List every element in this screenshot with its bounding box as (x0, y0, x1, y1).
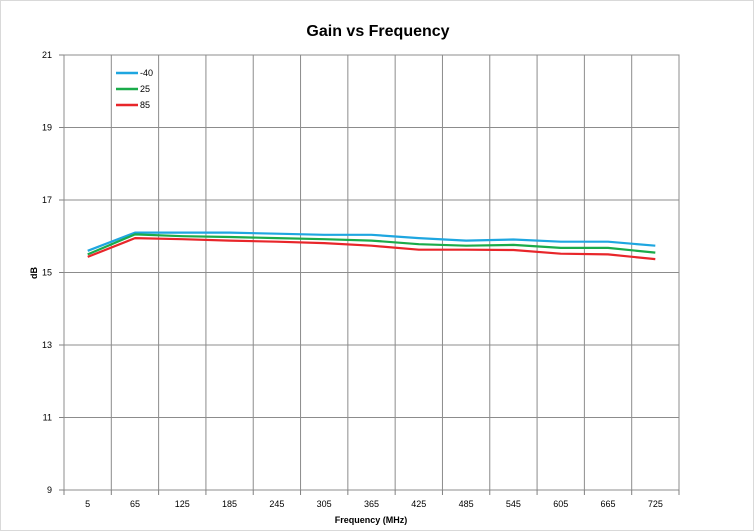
x-tick-label: 65 (130, 499, 140, 509)
x-tick-label: 125 (175, 499, 190, 509)
legend-label: 25 (140, 84, 150, 94)
x-tick-label: 485 (459, 499, 474, 509)
legend-label: -40 (140, 68, 153, 78)
x-tick-label: 425 (411, 499, 426, 509)
y-tick-label: 17 (42, 195, 52, 205)
series-line (87, 231, 656, 252)
x-tick-label: 725 (648, 499, 663, 509)
y-tick-label: 13 (42, 340, 52, 350)
plot-area: 9 11 13 15 17 19 21 5 65 125 185 245 305 365 425 485 545… (42, 50, 680, 509)
x-axis-label: Frequency (MHz) (335, 515, 408, 525)
x-tick-label: 5 (85, 499, 90, 509)
y-tick-label: 19 (42, 123, 52, 133)
x-tick-label: 545 (506, 499, 521, 509)
legend: -40 25 85 (116, 68, 153, 110)
x-tick-label: 185 (222, 499, 237, 509)
series-line (87, 233, 656, 256)
x-tick-label: 605 (553, 499, 568, 509)
x-tick-label: 305 (317, 499, 332, 509)
y-axis-label: dB (29, 267, 39, 279)
x-tick-label: 665 (601, 499, 616, 509)
y-tick-label: 11 (43, 413, 52, 423)
y-tick-label: 21 (42, 50, 52, 60)
x-tick-label: 365 (364, 499, 379, 509)
chart-title: Gain vs Frequency (306, 23, 449, 40)
y-tick-label: 9 (47, 485, 52, 495)
series-line (87, 237, 656, 261)
x-tick-label: 245 (269, 499, 284, 509)
legend-label: 85 (140, 100, 150, 110)
y-tick-label: 15 (42, 268, 52, 278)
